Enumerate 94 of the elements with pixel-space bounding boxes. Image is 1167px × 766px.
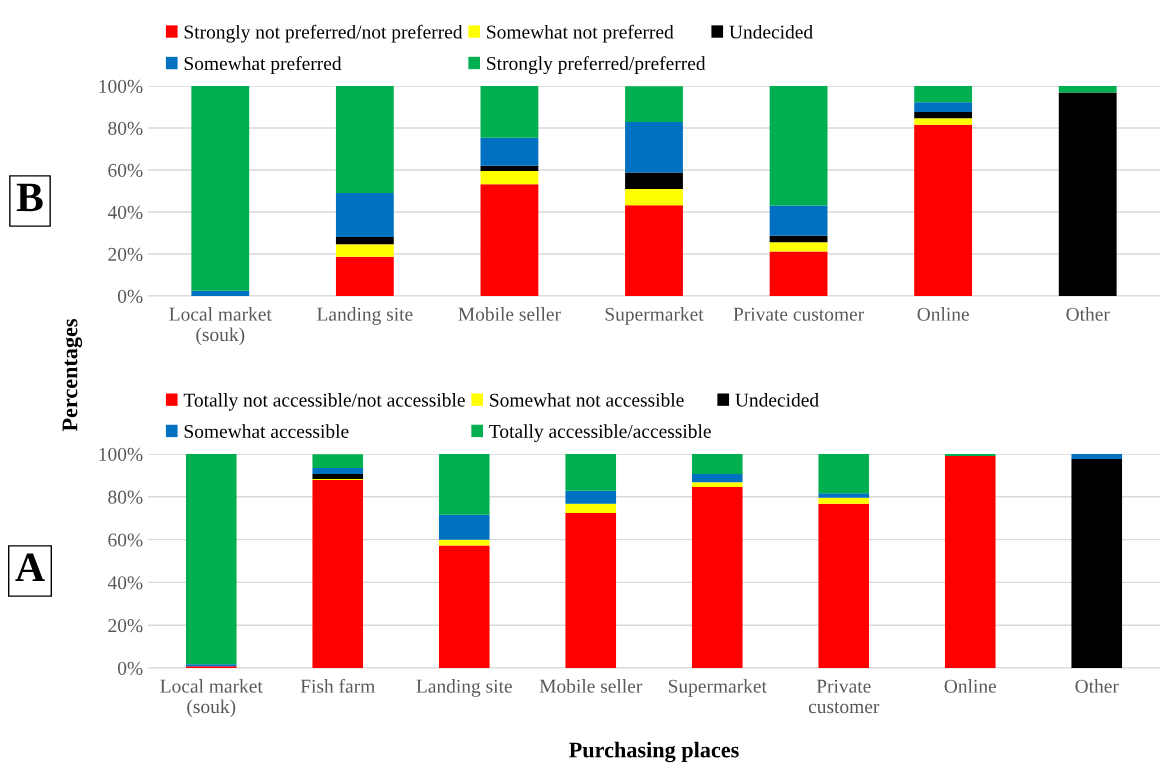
x-tick-label: Mobile seller — [458, 307, 561, 321]
text: B — [16, 183, 43, 212]
legend-label: Somewhat accessible — [184, 424, 349, 438]
bar — [944, 455, 996, 668]
bar — [769, 251, 828, 296]
y-tick-label: 80% — [108, 121, 143, 135]
x-tick-label: Private customer — [733, 307, 865, 321]
x-tick-label: Landing site — [416, 679, 512, 697]
bar — [625, 172, 683, 189]
bar — [480, 165, 539, 172]
legend-label: Totally not accessible/not accessible — [183, 393, 465, 411]
bar — [438, 454, 490, 515]
bar — [914, 124, 973, 296]
bar — [565, 490, 617, 504]
x-tick-label: Local market (souk) — [160, 679, 263, 718]
bar — [625, 205, 683, 296]
bar — [691, 486, 743, 668]
bar — [769, 205, 828, 236]
legend-label: Strongly preferred/preferred — [487, 56, 706, 75]
x-tick-label: Mobile seller — [539, 679, 643, 693]
bar — [1071, 458, 1123, 668]
bar — [438, 514, 490, 540]
bar — [185, 454, 237, 665]
bar — [691, 482, 743, 487]
bar — [480, 171, 539, 185]
bar — [914, 102, 973, 113]
y-tick-label: 20% — [108, 247, 143, 261]
x-tick-label: Local market (souk) — [169, 307, 272, 346]
bar — [691, 473, 743, 483]
bar — [335, 256, 394, 296]
legend-label: Somewhat not preferred — [487, 24, 674, 43]
legend-label: Somewhat preferred — [184, 56, 342, 75]
bar — [914, 118, 973, 125]
bar — [769, 235, 828, 243]
x-tick-label: Supermarket — [605, 307, 704, 325]
y-tick-label: 20% — [108, 619, 143, 633]
bar — [312, 468, 364, 475]
bar — [335, 236, 394, 245]
bar — [438, 545, 490, 668]
x-tick-label: Other — [1075, 679, 1119, 693]
bar — [625, 86, 683, 122]
bar — [818, 497, 870, 504]
y-tick-label: 40% — [107, 205, 143, 219]
bar — [769, 86, 828, 206]
y-tick-label: 0% — [117, 661, 143, 675]
bar — [191, 290, 250, 296]
bar — [565, 503, 617, 514]
bar — [818, 503, 870, 668]
text: A — [15, 553, 45, 582]
y-tick-label: 80% — [108, 490, 143, 504]
bar — [914, 112, 973, 119]
bar — [191, 86, 250, 291]
y-tick-label: 0% — [117, 289, 143, 303]
x-tick-label: Private customer — [808, 679, 880, 714]
y-tick-label: 60% — [108, 533, 143, 547]
legend-label: Somewhat not accessible — [490, 393, 684, 407]
bar — [565, 513, 617, 668]
bar — [335, 244, 394, 257]
bar — [312, 480, 364, 668]
bar — [625, 121, 683, 173]
bar — [480, 184, 539, 296]
bar — [1058, 86, 1117, 93]
x-tick-label: Online — [917, 307, 969, 321]
bar — [480, 137, 539, 166]
bar — [335, 86, 394, 193]
bar — [625, 188, 683, 206]
y-axis-title: Percentages — [62, 318, 83, 432]
bar — [769, 242, 828, 252]
bar — [480, 86, 539, 138]
x-tick-label: Landing site — [317, 307, 413, 325]
bar — [565, 454, 617, 491]
bar — [691, 454, 743, 474]
legend-label: Totally accessible/accessible — [489, 424, 711, 442]
y-tick-label: 100% — [99, 447, 143, 461]
x-tick-label: Other — [1066, 307, 1110, 321]
bar — [1071, 454, 1123, 459]
bar — [1058, 92, 1117, 296]
x-tick-label: Supermarket — [668, 679, 767, 697]
bar — [312, 474, 364, 480]
legend-label: Strongly not preferred/not preferred — [184, 24, 463, 43]
x-tick-label: Fish farm — [300, 678, 375, 693]
bar — [335, 192, 394, 237]
bar — [312, 454, 364, 469]
bar — [818, 454, 870, 494]
x-axis-title: Purchasing places — [569, 741, 739, 763]
y-tick-label: 100% — [99, 79, 143, 93]
legend-label: Undecided — [729, 24, 813, 39]
bar — [438, 539, 490, 546]
legend-label: Undecided — [735, 393, 819, 407]
y-tick-label: 40% — [107, 576, 143, 590]
y-tick-label: 60% — [108, 163, 143, 177]
bar — [914, 86, 973, 103]
x-tick-label: Online — [944, 679, 997, 693]
bar — [818, 493, 870, 498]
